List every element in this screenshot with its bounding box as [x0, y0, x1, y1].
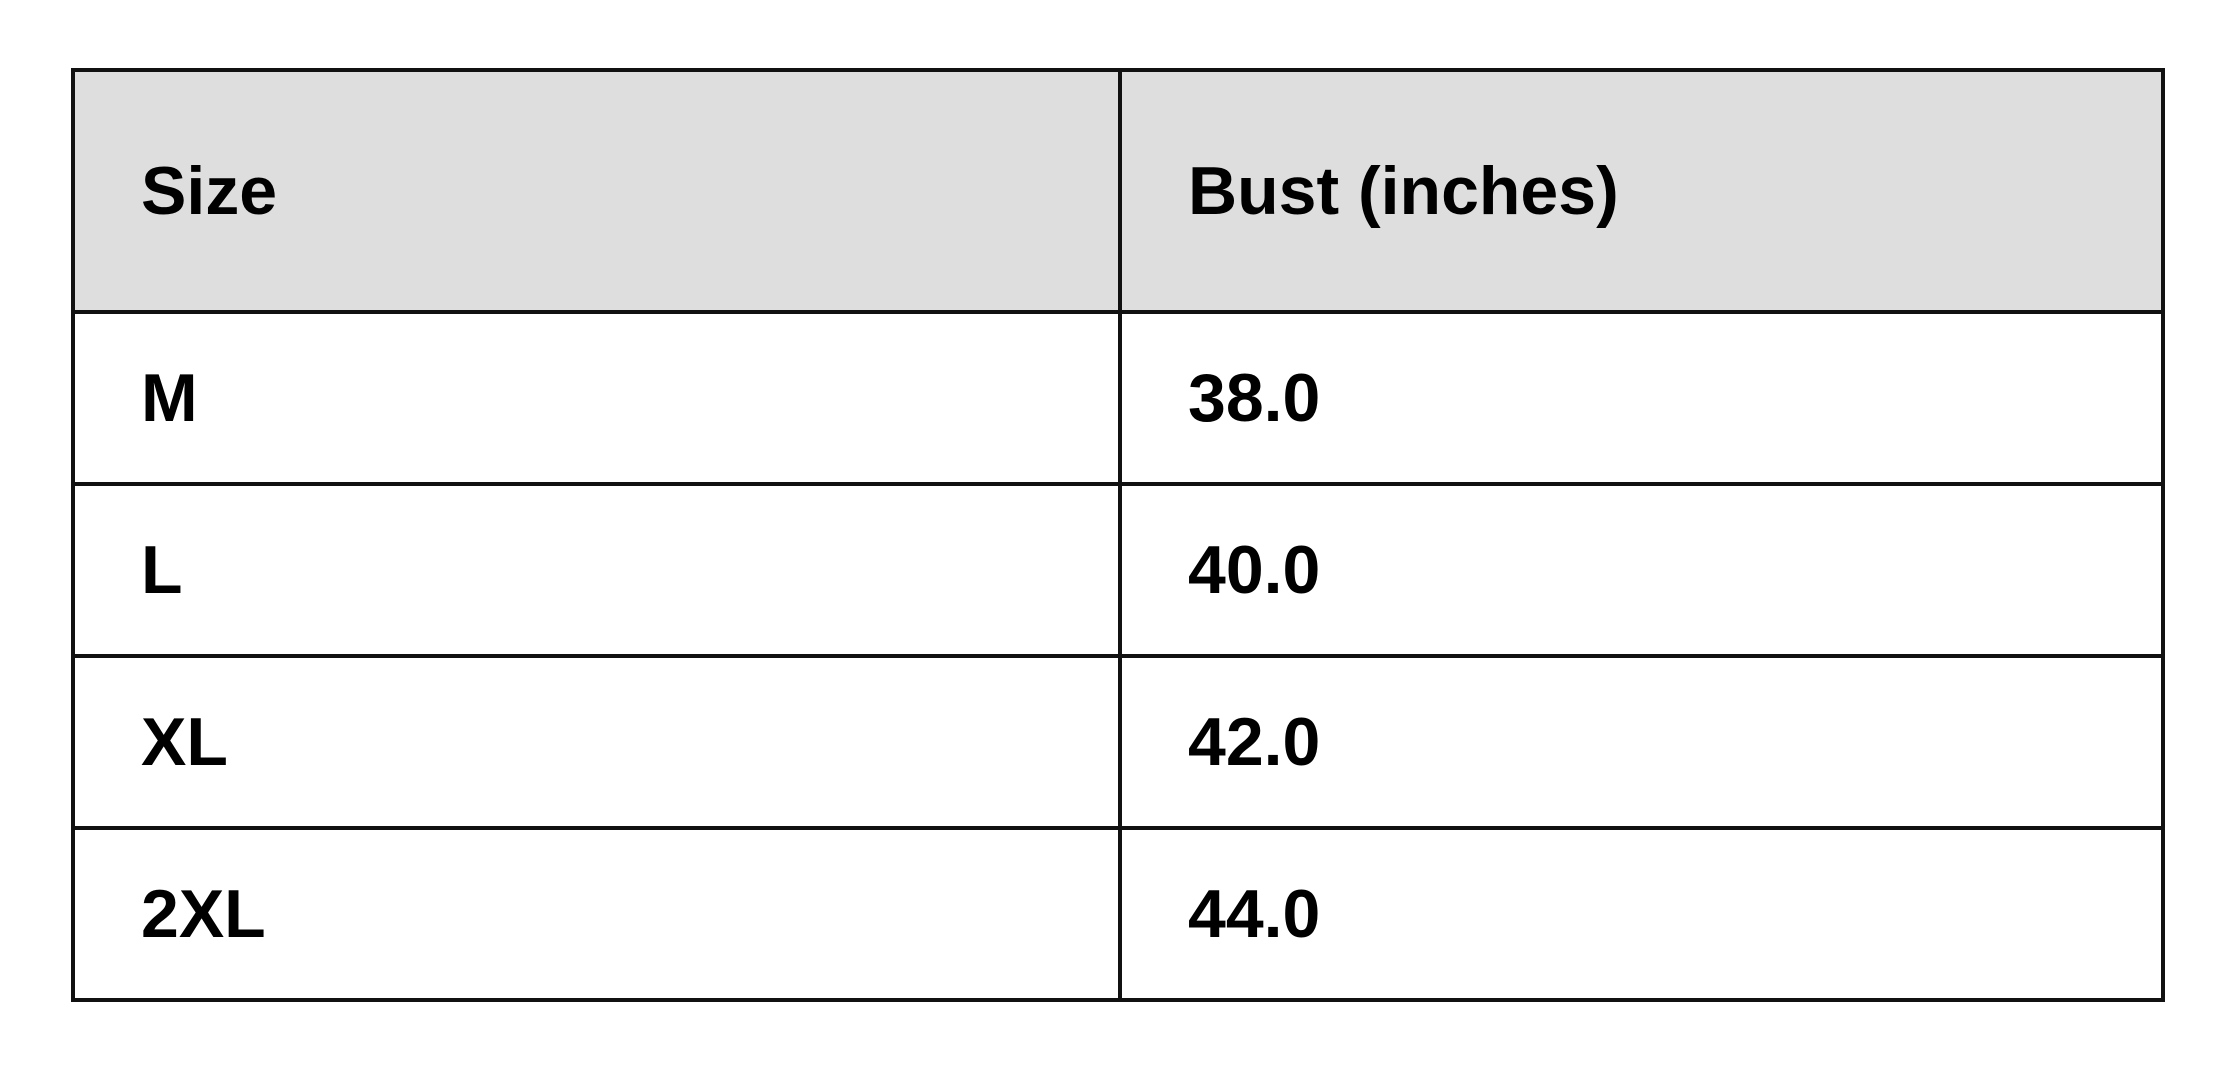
cell-bust: 40.0 [1118, 482, 2165, 658]
table-row: 2XL 44.0 [71, 826, 2165, 1002]
cell-size: M [71, 310, 1122, 486]
cell-size: XL [71, 654, 1122, 830]
header-row: Size Bust (inches) [71, 68, 2165, 314]
cell-bust: 42.0 [1118, 654, 2165, 830]
cell-size: L [71, 482, 1122, 658]
cell-bust: 44.0 [1118, 826, 2165, 1002]
cell-bust: 38.0 [1118, 310, 2165, 486]
size-chart-table: Size Bust (inches) M 38.0 L 40.0 XL 42.0… [71, 68, 2165, 1002]
table-row: L 40.0 [71, 482, 2165, 658]
header-bust: Bust (inches) [1118, 68, 2165, 314]
header-size: Size [71, 68, 1122, 314]
table-row: XL 42.0 [71, 654, 2165, 830]
table-row: M 38.0 [71, 310, 2165, 486]
cell-size: 2XL [71, 826, 1122, 1002]
